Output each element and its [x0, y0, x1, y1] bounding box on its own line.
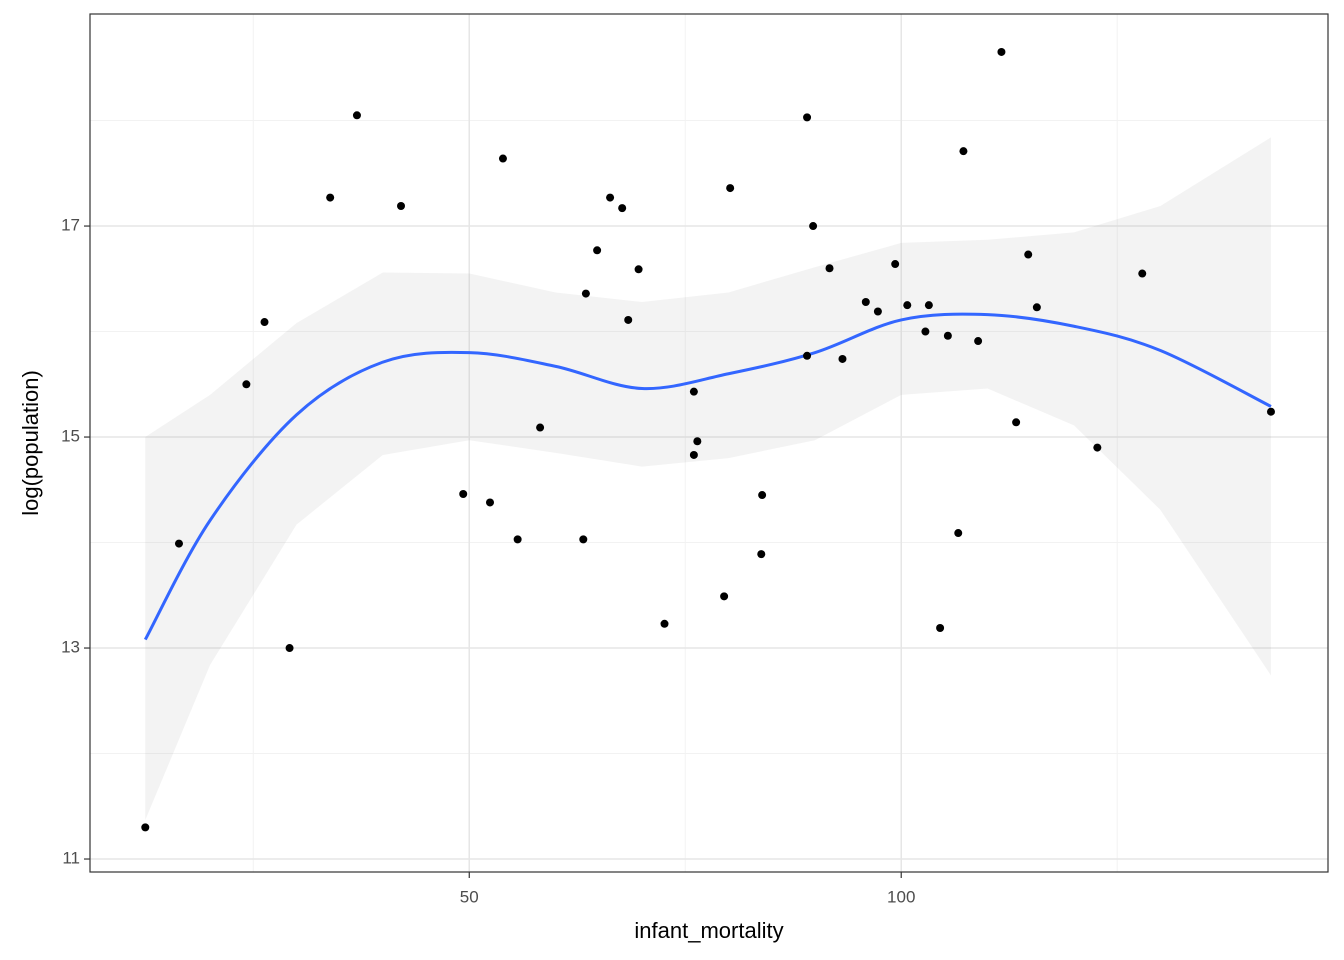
point: [498, 154, 507, 163]
point: [260, 318, 269, 327]
point: [921, 327, 930, 336]
point: [726, 184, 735, 193]
point: [974, 337, 983, 346]
point: [943, 331, 952, 340]
x-tick-label: 100: [887, 887, 915, 906]
point: [1024, 250, 1033, 259]
point: [838, 354, 847, 363]
panel-border: [89, 13, 1329, 873]
point: [959, 147, 968, 156]
point: [758, 491, 767, 500]
point: [689, 450, 698, 459]
point: [397, 202, 406, 211]
point: [1266, 407, 1275, 416]
smooth-line: [143, 312, 1272, 641]
y-axis-title: log(population): [18, 370, 43, 516]
point: [1093, 443, 1102, 452]
point: [660, 619, 669, 628]
point: [1032, 303, 1041, 312]
point: [352, 111, 361, 120]
y-tick-label: 15: [61, 427, 80, 446]
point: [803, 351, 812, 360]
point: [936, 623, 945, 632]
point: [861, 298, 870, 307]
point: [720, 592, 729, 601]
x-axis-title: infant_mortality: [634, 918, 783, 943]
point: [579, 535, 588, 544]
y-tick-label: 13: [61, 638, 80, 657]
point: [689, 387, 698, 396]
x-tick-label: 50: [460, 887, 479, 906]
point: [593, 246, 602, 255]
point: [803, 113, 812, 122]
point: [606, 193, 615, 202]
point: [924, 301, 933, 310]
point: [624, 315, 633, 324]
point: [285, 644, 294, 653]
point: [634, 265, 643, 274]
point: [174, 539, 183, 548]
point: [485, 498, 494, 507]
point: [873, 307, 882, 316]
point: [693, 437, 702, 446]
confidence-band: [145, 137, 1271, 820]
y-tick-label: 11: [62, 849, 80, 868]
point: [459, 490, 468, 499]
point: [513, 535, 522, 544]
point: [903, 301, 912, 310]
point: [1012, 418, 1021, 427]
point: [757, 550, 766, 559]
point: [891, 260, 900, 269]
point: [326, 193, 335, 202]
point: [825, 264, 834, 273]
point: [581, 289, 590, 298]
point: [141, 823, 150, 832]
point: [954, 529, 963, 538]
point: [809, 222, 818, 231]
point: [1138, 269, 1147, 278]
point: [242, 380, 251, 389]
point: [618, 204, 627, 213]
point: [997, 47, 1006, 56]
y-tick-label: 17: [61, 216, 80, 235]
point: [536, 423, 545, 432]
